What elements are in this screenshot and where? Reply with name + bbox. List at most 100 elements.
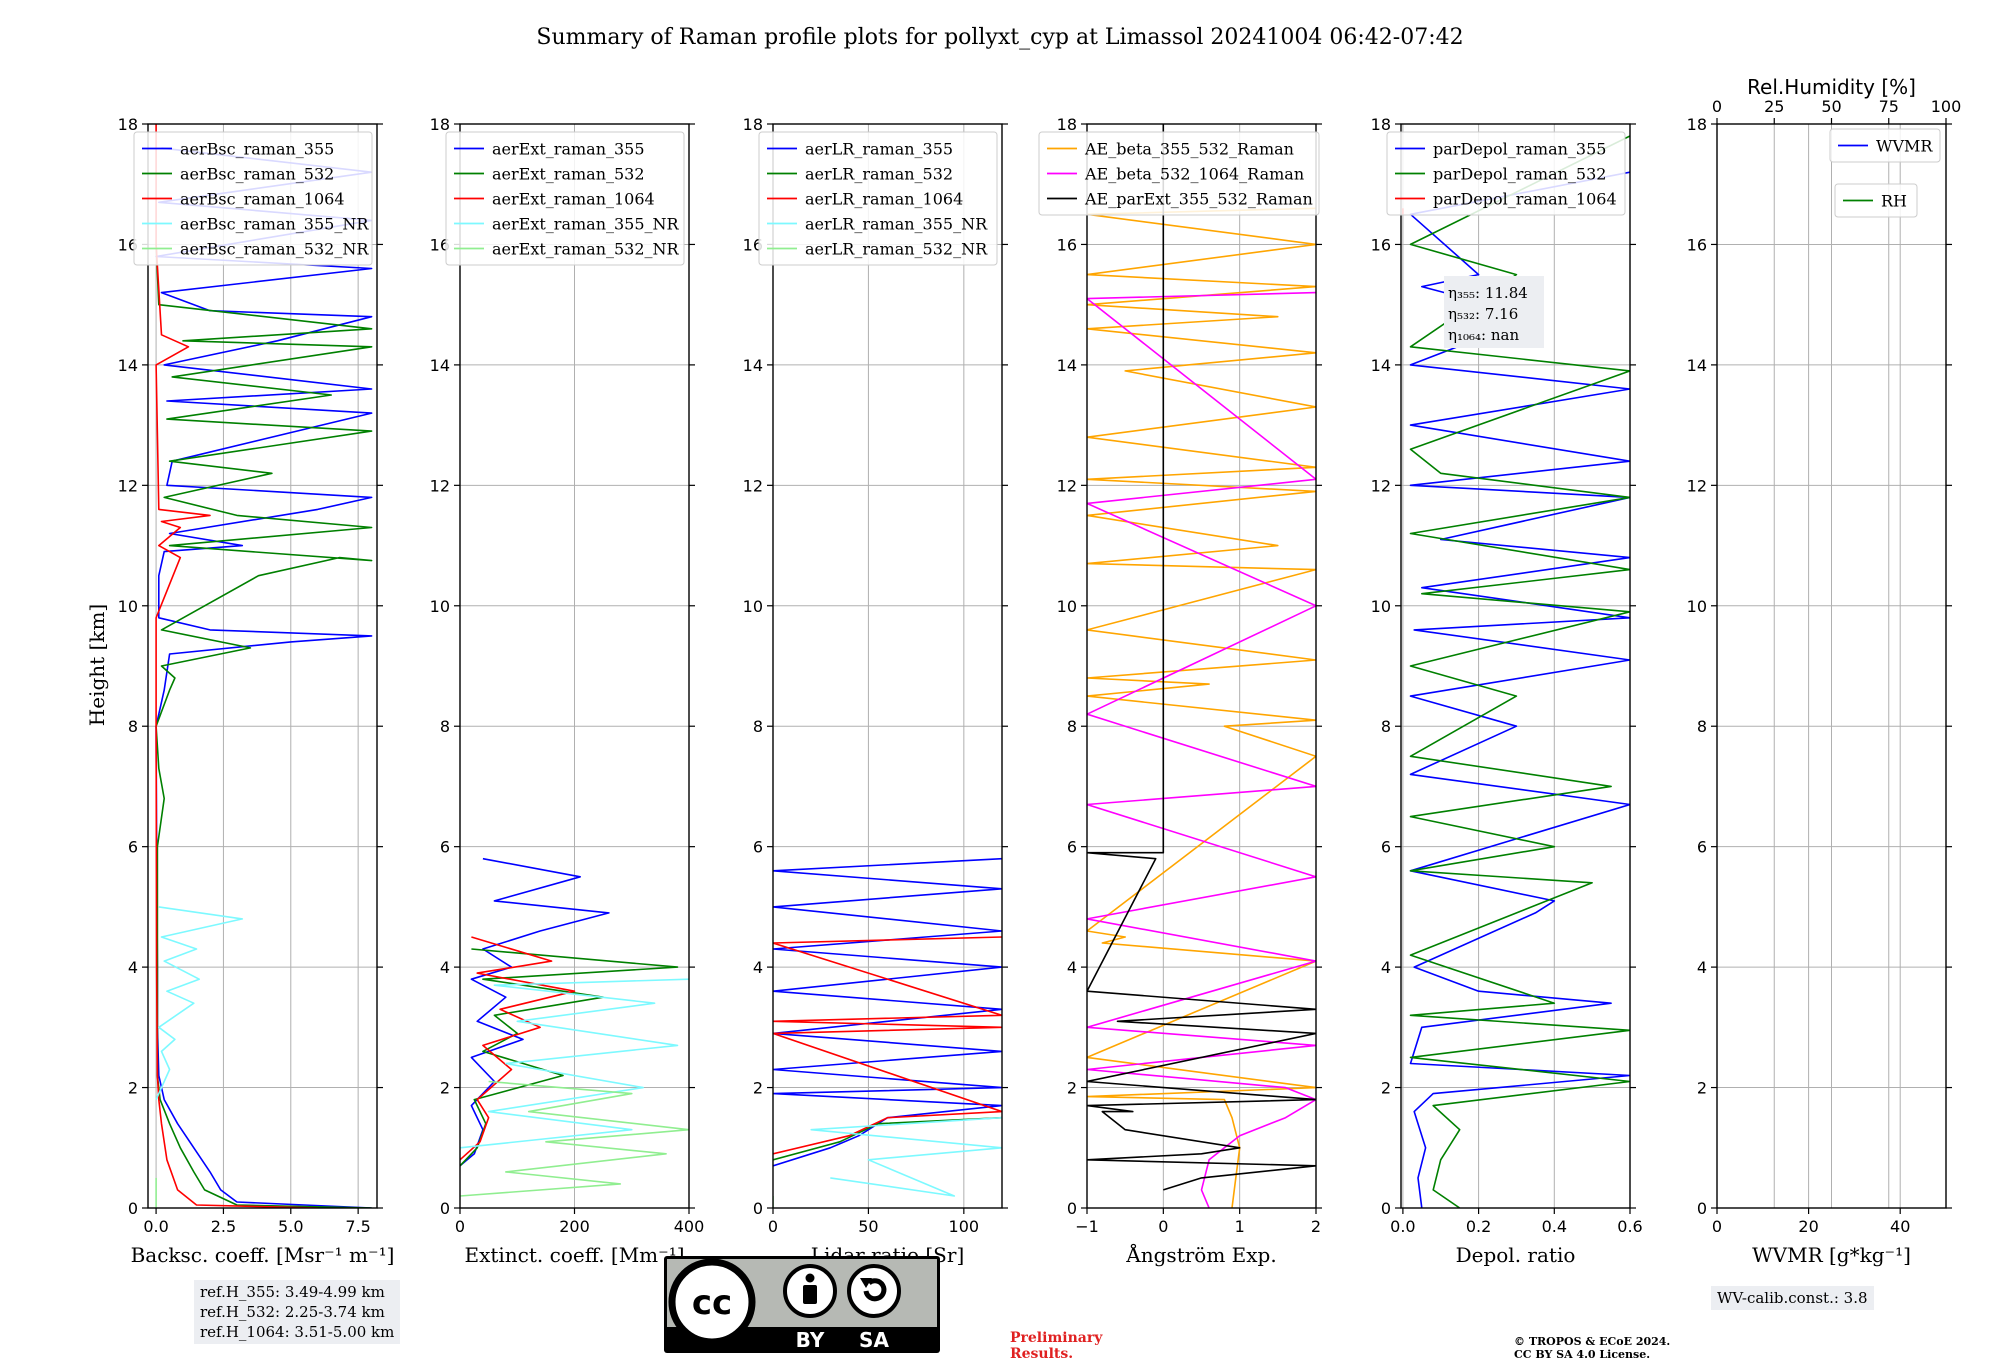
sa-share-icon bbox=[847, 1264, 901, 1318]
legend-label-lr: aerLR_raman_355_NR bbox=[805, 215, 988, 234]
legend-label-ext: aerExt_raman_532 bbox=[492, 165, 645, 184]
xtick-label-ext: 200 bbox=[559, 1217, 590, 1236]
ytick-label-ext: 2 bbox=[440, 1079, 450, 1098]
panel-depol: 0 2 4 6 8 10 12 14 16 18 0.0 0.2 0.4 0.6 Depol. ratio p… bbox=[1371, 115, 1643, 1267]
legend-box-ext bbox=[445, 131, 685, 266]
ytick-label-depol: 4 bbox=[1381, 958, 1391, 977]
xtick-label-bsc: 5.0 bbox=[278, 1217, 303, 1236]
ytick-label-wv: 16 bbox=[1687, 235, 1707, 254]
xtick-label-wv: 40 bbox=[1890, 1217, 1910, 1236]
ytick-label-wv: 18 bbox=[1687, 115, 1707, 134]
xtick-label-lr: 100 bbox=[949, 1217, 980, 1236]
eta-line: η₃₅₅: 11.84 bbox=[1448, 284, 1528, 302]
legend-label-depol: parDepol_raman_532 bbox=[1433, 165, 1606, 184]
legend-label-bsc: aerBsc_raman_532_NR bbox=[180, 240, 369, 259]
xtick-label-bsc: 2.5 bbox=[211, 1217, 236, 1236]
xtick-label-lr: 50 bbox=[858, 1217, 878, 1236]
ytick-label-ext: 14 bbox=[430, 356, 450, 375]
ytick-label-ae: 8 bbox=[1067, 717, 1077, 736]
preliminary-line-1: Preliminary bbox=[1010, 1330, 1103, 1346]
series-parDepol_raman_532 bbox=[1409, 135, 1630, 1208]
ytick-label-wv: 0 bbox=[1697, 1199, 1707, 1218]
legend-label-ext: aerExt_raman_355 bbox=[492, 140, 645, 159]
eta-line: η₅₃₂: 7.16 bbox=[1448, 305, 1518, 323]
axes-frame-lr bbox=[772, 123, 1003, 1209]
top-tick-label-wv: 25 bbox=[1764, 97, 1784, 116]
xtick-label-ext: 400 bbox=[674, 1217, 705, 1236]
x-axis-label-bsc: Backsc. coeff. [Msr⁻¹ m⁻¹] bbox=[131, 1243, 395, 1267]
ytick-label-ext: 6 bbox=[440, 838, 450, 857]
legend-box-wv bbox=[1829, 128, 1941, 163]
legend-label-bsc: aerBsc_raman_532 bbox=[180, 165, 334, 184]
sa-arrowhead bbox=[860, 1278, 872, 1288]
ytick-label-ext: 12 bbox=[430, 476, 450, 495]
x-axis-label-ae: Ångström Exp. bbox=[1125, 1242, 1276, 1267]
series-group-ext bbox=[460, 857, 689, 1197]
cc-logo-icon bbox=[668, 1258, 756, 1346]
legend-wv: WVMR bbox=[1829, 128, 1941, 163]
ytick-label-bsc: 16 bbox=[118, 235, 138, 254]
xtick-label-ae: 2 bbox=[1311, 1217, 1321, 1236]
legend-label-ae: AE_parExt_355_532_Raman bbox=[1084, 190, 1313, 209]
sa-arrow bbox=[863, 1278, 887, 1302]
xtick-label-lr: 0 bbox=[768, 1217, 778, 1236]
ytick-label-bsc: 14 bbox=[118, 356, 138, 375]
wv-calib-box: WV-calib.const.: 3.8 bbox=[1711, 1286, 1874, 1310]
x-axis-label-ext: Extinct. coeff. [Mm⁻¹] bbox=[464, 1243, 684, 1267]
axes-frame-bsc bbox=[147, 123, 378, 1209]
legend-box-bsc bbox=[133, 131, 373, 266]
legend-box-ae bbox=[1038, 131, 1320, 216]
series-aerLR_raman_355_NR bbox=[810, 1116, 1002, 1197]
ytick-label-lr: 16 bbox=[743, 235, 763, 254]
legend-label-lr: aerLR_raman_355 bbox=[805, 140, 953, 159]
xtick-label-ae: 0 bbox=[1158, 1217, 1168, 1236]
series-aerBsc_raman_1064 bbox=[155, 124, 318, 1208]
legend-lr: aerLR_raman_355 aerLR_raman_532 aerLR_rama… bbox=[758, 131, 998, 266]
cc-by-sa-badge: cc BY SA bbox=[664, 1256, 940, 1353]
ytick-label-lr: 4 bbox=[753, 958, 763, 977]
legend-label-ext: aerExt_raman_1064 bbox=[492, 190, 655, 209]
legend-label-bsc: aerBsc_raman_1064 bbox=[180, 190, 345, 209]
eta-box bbox=[1444, 276, 1544, 348]
series-parDepol_raman_355 bbox=[1409, 171, 1630, 1208]
ytick-label-bsc: 18 bbox=[118, 115, 138, 134]
legend-label-lr: aerLR_raman_532_NR bbox=[805, 240, 988, 259]
ytick-label-ext: 0 bbox=[440, 1199, 450, 1218]
series-aerBsc_raman_355_NR bbox=[155, 906, 244, 1100]
ytick-label-wv: 2 bbox=[1697, 1079, 1707, 1098]
legend-label-depol: parDepol_raman_1064 bbox=[1433, 190, 1617, 209]
xtick-label-wv: 0 bbox=[1712, 1217, 1722, 1236]
series-group-bsc bbox=[155, 124, 373, 1208]
axes-frame-ae bbox=[1086, 123, 1317, 1209]
legend-bsc: aerBsc_raman_355 aerBsc_raman_532 aerBsc_r… bbox=[133, 131, 373, 266]
ytick-label-lr: 18 bbox=[743, 115, 763, 134]
ref-height-532: ref.H_532: 2.25-3.74 km bbox=[200, 1303, 385, 1321]
ytick-label-wv: 4 bbox=[1697, 958, 1707, 977]
panel-ext: 0 2 4 6 8 10 12 14 16 18 0 200 400 Extinct. coeff. [M… bbox=[430, 115, 705, 1267]
series-aerExt_raman_1064 bbox=[460, 936, 576, 1161]
ytick-label-wv: 8 bbox=[1697, 717, 1707, 736]
top-tick-label-wv: 75 bbox=[1879, 97, 1899, 116]
ytick-label-lr: 10 bbox=[743, 597, 763, 616]
legend-box-lr bbox=[758, 131, 998, 266]
legend-box-wv bbox=[1834, 183, 1918, 218]
ytick-label-bsc: 2 bbox=[128, 1079, 138, 1098]
ytick-label-wv: 10 bbox=[1687, 597, 1707, 616]
top-tick-label-wv: 0 bbox=[1712, 97, 1722, 116]
xtick-label-depol: 0.6 bbox=[1617, 1217, 1642, 1236]
legend-label-ae: AE_beta_355_532_Raman bbox=[1084, 140, 1294, 159]
xtick-label-wv: 20 bbox=[1798, 1217, 1818, 1236]
xtick-label-depol: 0.0 bbox=[1390, 1217, 1415, 1236]
by-person-head bbox=[805, 1273, 815, 1283]
depol-eta-annotation: η₃₅₅: 11.84 η₅₃₂: 7.16 η₁₀₆₄: nan bbox=[1444, 276, 1544, 348]
ytick-label-bsc: 6 bbox=[128, 838, 138, 857]
ytick-label-ext: 4 bbox=[440, 958, 450, 977]
series-AE_beta_355_532_Raman bbox=[1087, 207, 1316, 1208]
ytick-label-lr: 8 bbox=[753, 717, 763, 736]
ytick-label-bsc: 4 bbox=[128, 958, 138, 977]
ytick-label-ae: 12 bbox=[1057, 476, 1077, 495]
ytick-label-wv: 6 bbox=[1697, 838, 1707, 857]
legend-wv-rh: RH bbox=[1834, 183, 1918, 218]
